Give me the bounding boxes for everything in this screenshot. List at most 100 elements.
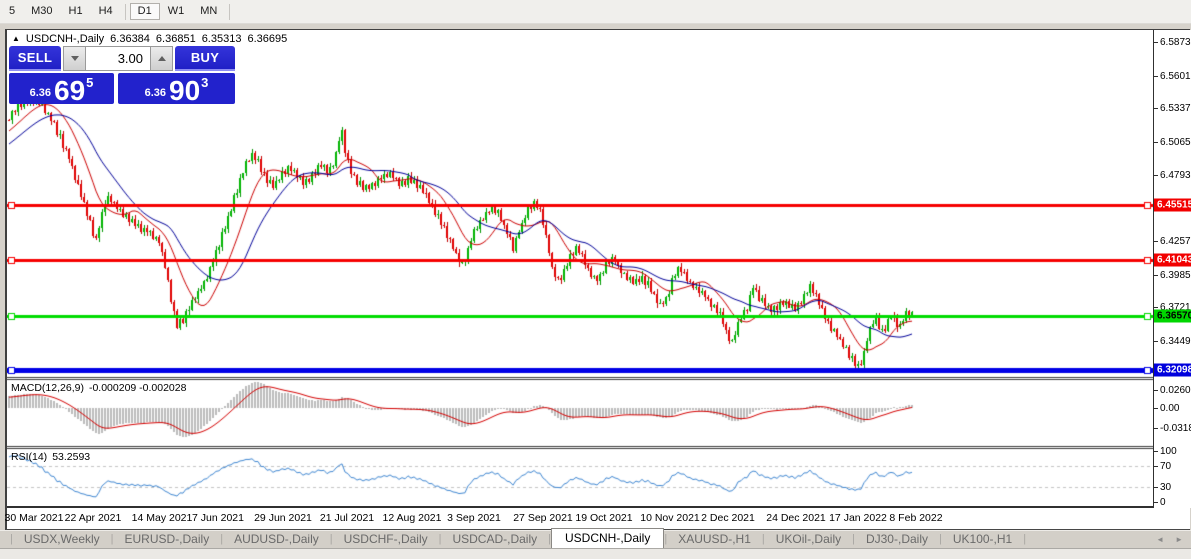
date-label: 19 Oct 2021 — [575, 512, 633, 524]
axis-tick-label: 70 — [1160, 461, 1172, 472]
chart-window: ▲ USDCNH-,Daily 6.36384 6.36851 6.35313 … — [5, 29, 1191, 530]
axis-tick-mark — [1154, 42, 1158, 43]
axis-tick-label: 6.47930 — [1160, 170, 1191, 181]
axis-tick-mark — [1154, 487, 1158, 488]
one-click-trade-panel: SELL 3.00 BUY 6.36 69 5 6.36 — [9, 46, 235, 105]
tab-ukoil-daily[interactable]: UKOil-,Daily — [775, 532, 842, 546]
tab-xauusd-h1[interactable]: XAUUSD-,H1 — [678, 532, 751, 546]
tab-usdcnh-daily[interactable]: USDCNH-,Daily — [551, 528, 665, 548]
tab-separator: | — [10, 533, 13, 545]
volume-increase-button[interactable] — [150, 46, 173, 71]
axis-tick-mark — [1154, 241, 1158, 242]
rsi-indicator-label: RSI(14) 53.2593 — [11, 451, 91, 463]
buy-button[interactable]: BUY — [175, 46, 235, 71]
date-label: 22 Apr 2021 — [64, 512, 122, 524]
macd-values: -0.000209 -0.002028 — [88, 382, 187, 394]
tab-scroll-right-icon[interactable]: ► — [1175, 535, 1183, 544]
pane-frame-bottom — [7, 506, 1154, 508]
buy-price-button[interactable]: 6.36 90 3 — [118, 73, 235, 105]
sell-price-pip: 5 — [86, 75, 94, 90]
sell-price-button[interactable]: 6.36 69 5 — [9, 73, 114, 105]
volume-decrease-button[interactable] — [63, 46, 86, 71]
timeframe-button-h4[interactable]: H4 — [98, 5, 113, 17]
date-label: 27 Sep 2021 — [513, 512, 573, 524]
tab-scroll-left-icon[interactable]: ◄ — [1156, 535, 1165, 544]
tab-audusd-daily[interactable]: AUDUSD-,Daily — [234, 532, 319, 546]
axis-tick-mark — [1154, 390, 1158, 391]
date-label: 2 Dec 2021 — [701, 512, 755, 524]
price-chart-canvas[interactable] — [7, 30, 1153, 506]
axis-tick-label: 6.42570 — [1160, 236, 1191, 247]
toolbar-separator — [229, 3, 231, 20]
ohlc-close: 6.36695 — [247, 33, 288, 45]
axis-tick-mark — [1154, 408, 1158, 409]
tab-separator: | — [438, 533, 442, 545]
tab-dj30-daily[interactable]: DJ30-,Daily — [865, 532, 928, 546]
axis-tick-label: 6.53370 — [1160, 103, 1191, 114]
axis-tick-label: 0.00 — [1160, 403, 1180, 414]
buy-price-pip: 3 — [201, 75, 209, 90]
timeframe-button-m30[interactable]: M30 — [31, 5, 53, 17]
price-level-badge: 6.45515 — [1154, 198, 1191, 212]
timeframe-button-5[interactable]: 5 — [9, 5, 16, 17]
axis-tick-label: 6.58730 — [1160, 37, 1191, 48]
axis-tick-label: 6.37210 — [1160, 302, 1191, 313]
tab-separator: | — [938, 533, 942, 545]
timeframe-button-d1[interactable]: D1 — [129, 3, 160, 20]
tab-separator: | — [852, 533, 855, 545]
chart-plot-area: ▲ USDCNH-,Daily 6.36384 6.36851 6.35313 … — [7, 30, 1154, 508]
rsi-value: 53.2593 — [52, 451, 91, 463]
tab-separator: | — [548, 533, 552, 545]
axis-tick-mark — [1154, 175, 1158, 176]
price-level-badge: 6.32098 — [1154, 363, 1191, 377]
date-label: 12 Aug 2021 — [382, 512, 442, 524]
date-label: 17 Jan 2022 — [829, 512, 887, 524]
date-label: 21 Jul 2021 — [319, 512, 375, 524]
axis-tick-mark — [1154, 275, 1158, 276]
axis-tick-label: 6.50650 — [1160, 137, 1191, 148]
time-axis[interactable]: 30 Mar 2021 22 Apr 2021 14 May 2021 7 Jun 2… — [5, 508, 1190, 529]
tab-separator: | — [329, 533, 333, 545]
axis-tick-mark — [1154, 451, 1158, 452]
axis-tick-mark — [1154, 341, 1158, 342]
tab-eurusd-daily[interactable]: EURUSD-,Daily — [124, 532, 210, 546]
tab-usdcad-daily[interactable]: USDCAD-,Daily — [452, 532, 538, 546]
collapse-arrow-icon[interactable]: ▲ — [12, 34, 20, 43]
tab-uk100-h1[interactable]: UK100-,H1 — [952, 532, 1013, 546]
chart-tab-bar: | USDX,Weekly | EURUSD-,Daily | AUDUSD-,Daily… — [0, 528, 1191, 548]
axis-tick-mark — [1154, 108, 1158, 109]
tab-separator: | — [1023, 533, 1027, 545]
ohlc-low: 6.35313 — [201, 33, 242, 45]
axis-tick-label: 0 — [1160, 497, 1166, 508]
price-axis[interactable]: 6.58730 6.56010 6.53370 6.50650 6.47930 6.425… — [1153, 30, 1191, 508]
tab-separator: | — [664, 533, 668, 545]
axis-tick-label: 30 — [1160, 482, 1172, 493]
macd-indicator-label: MACD(12,26,9) -0.000209 -0.002028 — [11, 382, 187, 394]
date-label: 10 Nov 2021 — [640, 512, 700, 524]
price-level-badge: 6.36570 — [1154, 309, 1191, 323]
tab-separator: | — [110, 533, 114, 545]
tab-usdchf-daily[interactable]: USDCHF-,Daily — [343, 532, 428, 546]
date-label: 24 Dec 2021 — [766, 512, 826, 524]
status-bar — [0, 548, 1191, 559]
price-level-badge: 6.41043 — [1154, 253, 1191, 267]
timeframe-button-h1[interactable]: H1 — [68, 5, 83, 17]
toolbar-separator — [124, 3, 126, 20]
timeframe-toolbar: 5 M30 H1 H4 D1 W1 MN — [0, 0, 1191, 24]
ohlc-open: 6.36384 — [110, 33, 150, 45]
timeframe-button-w1[interactable]: W1 — [167, 5, 185, 17]
volume-input[interactable]: 3.00 — [86, 46, 150, 71]
sell-price-prefix: 6.36 — [29, 87, 52, 99]
timeframe-button-mn[interactable]: MN — [200, 5, 218, 17]
date-label: 29 Jun 2021 — [254, 512, 312, 524]
axis-tick-label: 6.56010 — [1160, 71, 1191, 82]
axis-tick-label: -0.03187 — [1160, 423, 1191, 434]
axis-tick-mark — [1154, 76, 1158, 77]
axis-tick-label: 6.39850 — [1160, 270, 1191, 281]
buy-price-prefix: 6.36 — [144, 87, 167, 99]
tab-scroll-arrows: ◄ ► — [1156, 535, 1191, 548]
tab-usdx-weekly[interactable]: USDX,Weekly — [23, 532, 100, 546]
chevron-up-icon — [157, 56, 166, 61]
sell-button[interactable]: SELL — [9, 46, 61, 71]
